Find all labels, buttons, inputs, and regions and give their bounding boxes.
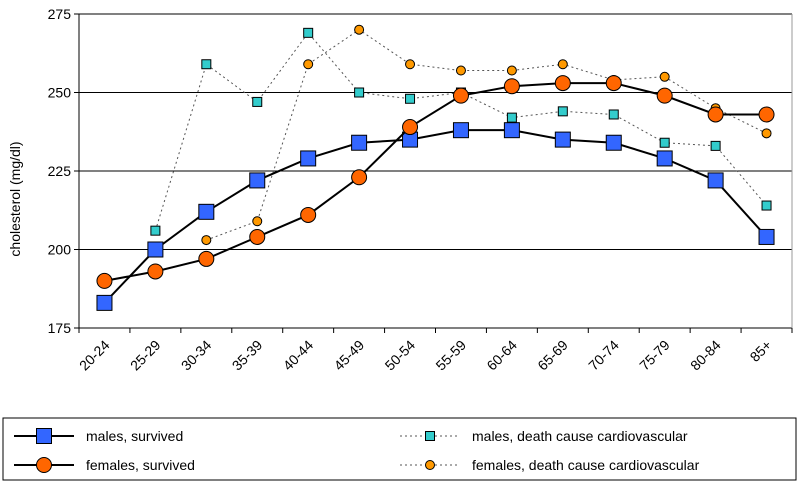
data-point (354, 24, 365, 35)
x-tick-label: 85+ (747, 337, 775, 365)
data-point (710, 140, 721, 151)
x-tick-label: 45-49 (331, 337, 368, 374)
legend-marker (425, 431, 435, 441)
data-point (405, 93, 416, 104)
legend-label: females, survived (86, 457, 195, 473)
data-point (761, 200, 772, 211)
data-point (707, 106, 724, 123)
legend-label: males, death cause cardiovascular (472, 428, 688, 444)
legend-marker (36, 457, 52, 473)
x-tick-label: 70-74 (585, 337, 622, 374)
legend-label: males, survived (86, 428, 183, 444)
data-point (452, 122, 469, 139)
legend-entry: females, death cause cardiovascular (400, 457, 700, 473)
data-point (354, 87, 365, 98)
data-point (303, 27, 314, 38)
data-point (506, 65, 517, 76)
data-point (659, 137, 670, 148)
data-point (455, 65, 466, 76)
x-tick-label: 35-39 (229, 337, 266, 374)
x-tick-label: 80-84 (687, 337, 724, 374)
series-1 (96, 75, 775, 289)
data-point (147, 263, 164, 280)
series-3 (201, 24, 772, 246)
x-tick-label: 75-79 (636, 337, 673, 374)
series-line (103, 129, 768, 304)
x-tick-label: 55-59 (432, 337, 469, 374)
data-point (554, 131, 571, 148)
legend: males, survived females, survived males, d… (2, 417, 797, 481)
data-point (351, 169, 368, 186)
data-point (659, 71, 670, 82)
data-point (761, 128, 772, 139)
data-point (605, 75, 622, 92)
legend-entry: males, survived (14, 428, 183, 444)
series-line (206, 29, 767, 241)
data-point (405, 59, 416, 70)
data-point (201, 59, 212, 70)
y-tick-label: 175 (48, 320, 72, 336)
x-tick-label: 50-54 (382, 337, 419, 374)
legend-entry: males, death cause cardiovascular (400, 428, 688, 444)
data-point (656, 87, 673, 104)
data-point (557, 106, 568, 117)
data-point (300, 206, 317, 223)
data-point (557, 59, 568, 70)
data-point (300, 150, 317, 167)
legend-entry: females, survived (14, 457, 195, 473)
data-point (758, 228, 775, 245)
data-point (147, 241, 164, 258)
x-tick-label: 30-34 (178, 337, 215, 374)
data-point (96, 272, 113, 289)
data-point (506, 112, 517, 123)
x-tick-label: 25-29 (127, 337, 164, 374)
data-point (402, 119, 419, 136)
series-0 (96, 122, 775, 311)
x-tick-label: 60-64 (483, 337, 520, 374)
data-point (303, 59, 314, 70)
legend-frame (2, 417, 797, 481)
data-point (96, 294, 113, 311)
x-tick-label: 65-69 (534, 337, 571, 374)
y-tick-label: 200 (48, 242, 72, 258)
data-point (150, 225, 161, 236)
data-point (198, 203, 215, 220)
y-tick-label: 225 (48, 163, 72, 179)
data-point (249, 228, 266, 245)
data-point (608, 109, 619, 120)
x-tick-label: 20-24 (76, 337, 113, 374)
data-point (707, 172, 724, 189)
data-point (252, 96, 263, 107)
legend-label: females, death cause cardiovascular (472, 457, 700, 473)
grid-layer (79, 13, 792, 250)
data-point (503, 122, 520, 139)
y-tick-label: 275 (48, 6, 72, 22)
legend-marker (36, 428, 52, 444)
data-point (201, 235, 212, 246)
y-axis-label: cholesterol (mg/dl) (7, 141, 23, 256)
data-point (249, 172, 266, 189)
data-point (503, 78, 520, 95)
data-point (656, 150, 673, 167)
data-point (605, 134, 622, 151)
data-point (351, 134, 368, 151)
data-point (554, 75, 571, 92)
data-point (252, 216, 263, 227)
y-tick-label: 250 (48, 85, 72, 101)
data-point (198, 250, 215, 267)
series-layer (96, 24, 775, 311)
x-tick-label: 40-44 (280, 337, 317, 374)
axis-layer: 175 200 225 250 275 20-24 25-29 30-34 35-39 40-44… (48, 6, 793, 374)
legend-marker (425, 460, 435, 470)
data-point (758, 106, 775, 123)
data-point (452, 87, 469, 104)
series-line (104, 82, 767, 282)
